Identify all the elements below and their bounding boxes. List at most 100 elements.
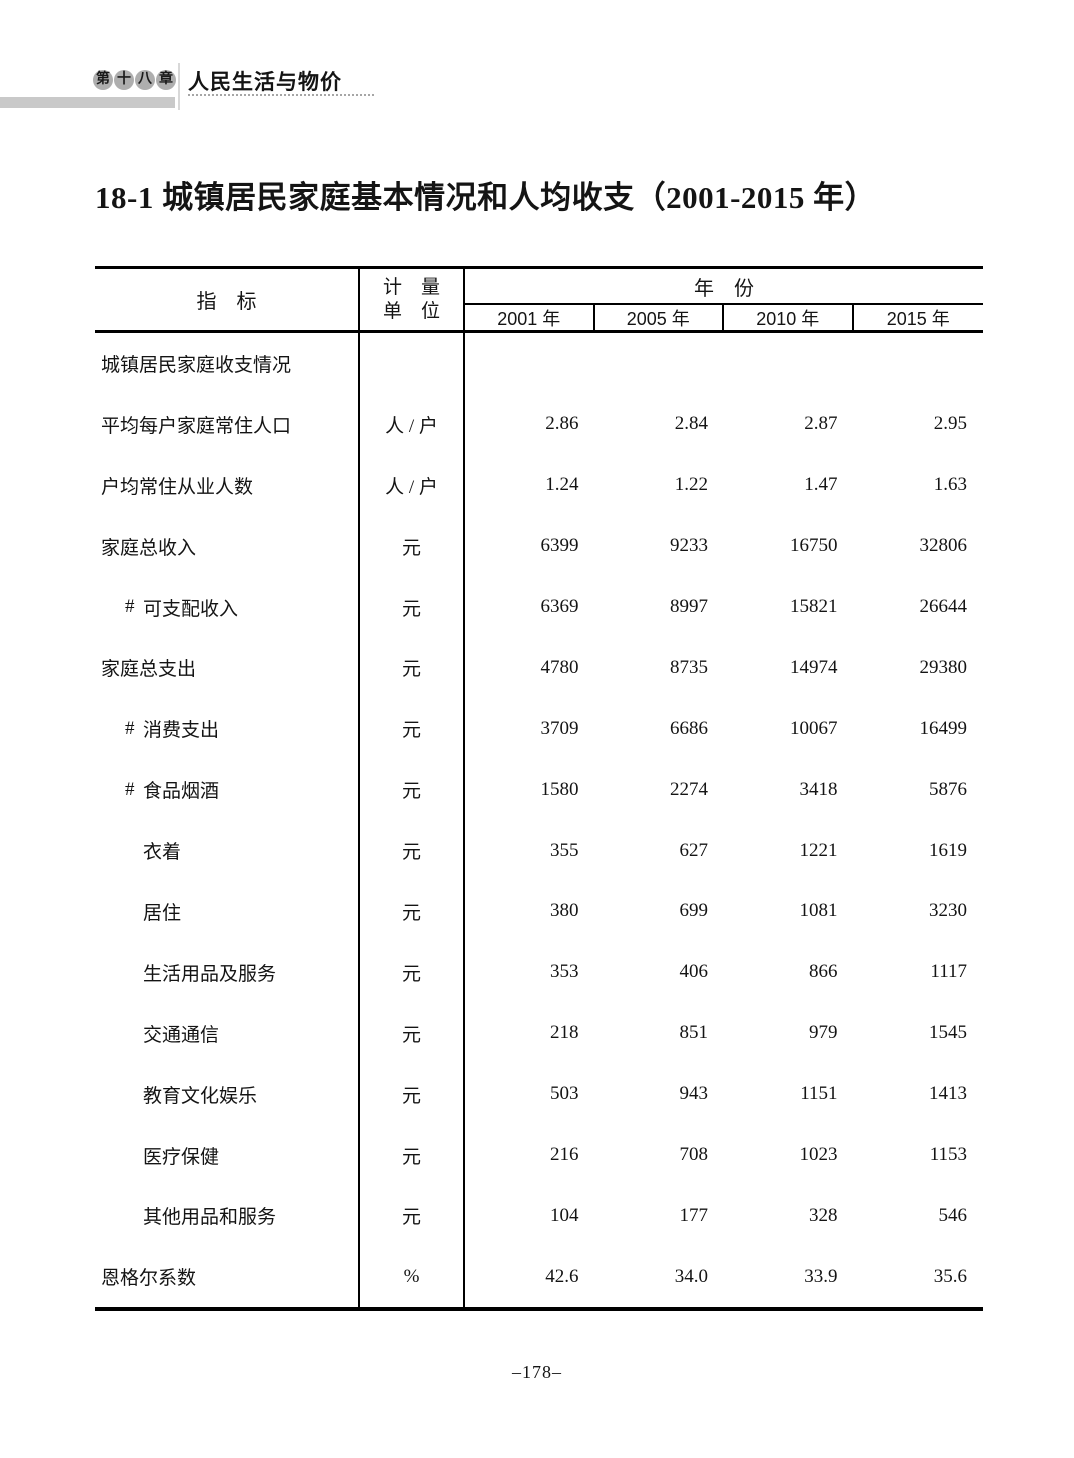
header-unit-line2: 单 位	[382, 300, 440, 322]
value-cell: 104	[550, 1204, 579, 1226]
unit-cell: 元	[360, 515, 465, 577]
indicator-cell: 医疗保健	[95, 1124, 360, 1186]
value-cell	[854, 333, 984, 394]
indicator-label: 平均每户家庭常住人口	[101, 415, 292, 437]
table-row: 衣着 元 355 627 1221 1619	[95, 820, 983, 882]
header-year-column: 2005 年	[595, 305, 724, 331]
indicator-label: 家庭总收入	[101, 537, 197, 559]
value-cell: 1.24	[545, 474, 579, 496]
header-indicator: 指 标	[95, 269, 360, 330]
unit-cell: 人 / 户	[360, 393, 465, 455]
table-title: 18-1 城镇居民家庭基本情况和人均收支（2001-2015 年）	[95, 180, 877, 215]
header-bar	[0, 97, 175, 108]
table-row: 交通通信 元 218 851 979 1545	[95, 1002, 983, 1064]
value-cell: 851	[679, 1022, 709, 1044]
value-cell: 699	[679, 900, 709, 922]
header-year-columns: 2001 年 2005 年 2010 年 2015 年	[465, 305, 983, 331]
value-cell: 8735	[670, 656, 708, 678]
value-cell: 2.87	[804, 413, 838, 435]
value-cell: 2274	[670, 778, 708, 800]
table-row: 家庭总支出 元 4780 8735 14974 29380	[95, 637, 983, 699]
value-cell: 29380	[919, 656, 968, 678]
value-cell: 1619	[929, 839, 967, 861]
indicator-cell: # 食品烟酒	[95, 759, 360, 821]
value-cell: 9233	[670, 535, 708, 557]
indicator-label: 医疗保健	[143, 1146, 220, 1168]
value-cell: 5876	[929, 778, 967, 800]
value-cell: 1081	[799, 900, 838, 922]
table-row: 户均常住从业人数 人 / 户 1.24 1.22 1.47 1.63	[95, 454, 983, 516]
unit-cell: 元	[360, 820, 465, 882]
value-cell	[724, 333, 854, 394]
unit-cell: 元	[360, 698, 465, 760]
value-cell: 355	[550, 839, 579, 861]
table-header: 指 标 计 量 单 位 年 份 2001 年 2005 年 2010 年 2015 年	[95, 266, 983, 333]
value-cell: 503	[550, 1083, 579, 1105]
indicator-cell: 交通通信	[95, 1002, 360, 1064]
unit-cell: 元	[360, 941, 465, 1003]
value-cell: 218	[550, 1022, 579, 1044]
value-cell: 1023	[799, 1144, 838, 1166]
value-cell: 16750	[790, 535, 838, 557]
table-row: # 消费支出 元 3709 6686 10067 16499	[95, 698, 983, 760]
table-row: 医疗保健 元 216 708 1023 1153	[95, 1124, 983, 1186]
indicator-cell: 城镇居民家庭收支情况	[95, 333, 360, 394]
value-cell: 35.6	[933, 1265, 967, 1287]
value-cell: 14974	[790, 656, 838, 678]
unit-cell: 元	[360, 1124, 465, 1186]
unit-cell: 元	[360, 881, 465, 942]
hash-mark: #	[125, 596, 135, 617]
indicator-cell: 平均每户家庭常住人口	[95, 393, 360, 455]
indicator-cell: 衣着	[95, 820, 360, 882]
page-number: –178–	[512, 1362, 562, 1382]
value-cell: 3709	[540, 717, 579, 739]
indicator-cell: 生活用品及服务	[95, 941, 360, 1003]
indicator-label: 可支配收入	[143, 598, 239, 620]
value-cell: 2.95	[933, 413, 967, 435]
unit-cell: 元	[360, 759, 465, 821]
value-cell: 26644	[919, 596, 968, 617]
value-cell: 708	[679, 1144, 709, 1166]
value-cell: 4780	[540, 656, 579, 678]
value-cell	[465, 333, 595, 394]
chapter-badge-char: 章	[156, 70, 176, 90]
chapter-badge-char: 十	[114, 70, 134, 90]
indicator-label: 食品烟酒	[143, 781, 220, 803]
value-cell: 10067	[790, 717, 838, 739]
value-cell: 34.0	[674, 1265, 708, 1287]
unit-cell: 元	[360, 1063, 465, 1125]
unit-cell: 元	[360, 576, 465, 638]
table-row: 居住 元 380 699 1081 3230	[95, 881, 983, 942]
header-year-column: 2010 年	[724, 305, 854, 331]
indicator-label: 生活用品及服务	[143, 963, 277, 985]
value-cell: 943	[679, 1083, 709, 1105]
value-cell: 1117	[930, 961, 967, 983]
value-cell: 866	[809, 961, 838, 983]
indicator-label: 交通通信	[143, 1024, 220, 1046]
unit-cell: 元	[360, 637, 465, 699]
value-cell: 1153	[929, 1144, 967, 1166]
value-cell: 1151	[800, 1083, 838, 1105]
header-year-group: 年 份	[465, 269, 983, 305]
indicator-label: 其他用品和服务	[143, 1207, 277, 1229]
value-cell: 216	[550, 1144, 579, 1166]
value-cell: 406	[679, 961, 709, 983]
table-row: 生活用品及服务 元 353 406 866 1117	[95, 941, 983, 1003]
chapter-title: 人民生活与物价	[188, 71, 342, 94]
table-row: 家庭总收入 元 6399 9233 16750 32806	[95, 515, 983, 577]
indicator-cell: 户均常住从业人数	[95, 454, 360, 516]
value-cell: 2.86	[545, 413, 579, 435]
table-row: # 食品烟酒 元 1580 2274 3418 5876	[95, 759, 983, 821]
header-year-column: 2015 年	[886, 309, 950, 329]
unit-cell: %	[360, 1246, 465, 1308]
value-cell: 1545	[929, 1022, 967, 1044]
table-body: 城镇居民家庭收支情况 平均每户家庭常住人口人 / 户 2.86 2.84 2.87 2.9…	[95, 333, 984, 1312]
hash-mark: #	[125, 778, 135, 800]
value-cell: 380	[550, 900, 579, 922]
value-cell: 16499	[919, 717, 968, 739]
indicator-cell: 居住	[95, 881, 360, 942]
value-cell: 627	[679, 839, 709, 861]
value-cell: 353	[550, 961, 579, 983]
value-cell: 3230	[929, 900, 967, 922]
